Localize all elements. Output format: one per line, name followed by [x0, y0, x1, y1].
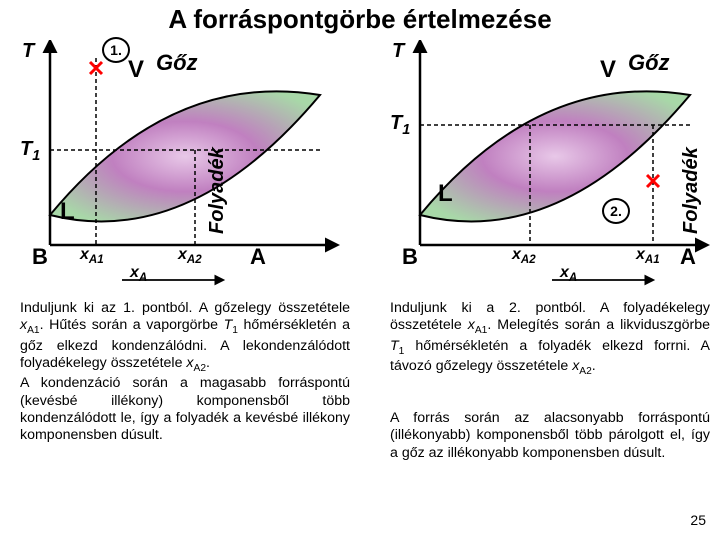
- right-paragraph-2: A forrás során az alacsonyabb forráspont…: [390, 410, 710, 462]
- t1-label-r: T1: [390, 112, 410, 138]
- y-axis-label-r: T: [392, 40, 404, 63]
- y-axis-label: T: [22, 40, 34, 63]
- v-label: V: [128, 56, 144, 84]
- xa-arrow: [120, 272, 230, 294]
- left-diagram: T T1 V Gőz L Folyadék 1. B A xA1 xA2 xA: [20, 40, 350, 270]
- a-label: A: [250, 244, 266, 270]
- marker-2: 2.: [602, 198, 630, 224]
- page-title: A forráspontgörbe értelmezése: [0, 4, 720, 35]
- t1-label: T1: [20, 138, 40, 164]
- xa-arrow-r: [550, 272, 660, 294]
- marker-1: 1.: [102, 37, 130, 63]
- goz-label-r: Gőz: [628, 50, 670, 76]
- xa2-label: xA2: [178, 246, 202, 266]
- folyadek-label-r: Folyadék: [680, 147, 703, 234]
- l-label: L: [60, 198, 75, 226]
- b-label-r: B: [402, 244, 418, 270]
- l-label-r: L: [438, 180, 453, 208]
- slide-number: 25: [690, 512, 706, 528]
- xa1-label: xA1: [80, 246, 104, 266]
- xa2-label-r: xA2: [512, 246, 536, 266]
- b-label: B: [32, 244, 48, 270]
- a-label-r: A: [680, 244, 696, 270]
- right-diagram: T T1 V Gőz L Folyadék 2. B A xA2 xA1 xA: [390, 40, 720, 270]
- v-label-r: V: [600, 56, 616, 84]
- folyadek-label: Folyadék: [206, 147, 229, 234]
- xa1-label-r: xA1: [636, 246, 660, 266]
- goz-label: Gőz: [156, 50, 198, 76]
- right-diagram-svg: [390, 40, 720, 270]
- left-paragraph: Induljunk ki az 1. pontból. A gőzelegy ö…: [20, 300, 350, 444]
- right-paragraph-1: Induljunk ki a 2. pontból. A folyadékele…: [390, 300, 710, 378]
